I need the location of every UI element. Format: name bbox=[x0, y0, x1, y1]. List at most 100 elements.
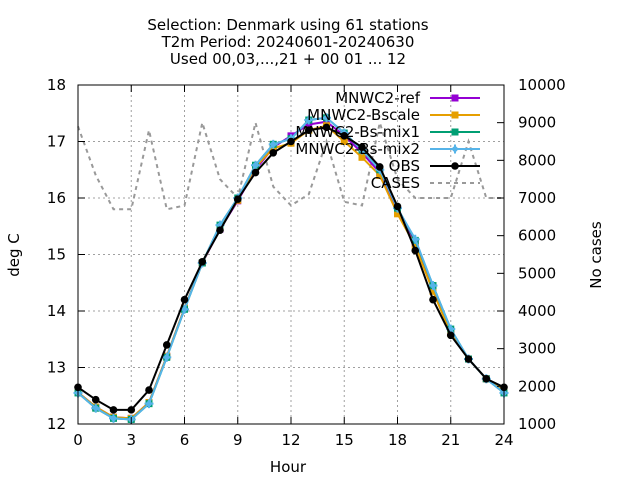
x-tick-label: 15 bbox=[335, 431, 354, 449]
legend-entry-mnwc2-bs-mix2: MNWC2-Bs-mix2 bbox=[295, 140, 480, 158]
data-point-mnwc2-bs-mix2-dot bbox=[323, 114, 330, 121]
y2-tick-label: 6000 bbox=[518, 227, 556, 245]
y-tick-label: 18 bbox=[47, 76, 66, 94]
data-point-mnwc2-bs-mix2-dot bbox=[252, 162, 259, 169]
y2-tick-label: 4000 bbox=[518, 302, 556, 320]
data-point-mnwc2-bs-mix2 bbox=[428, 281, 438, 291]
y-tick-label: 13 bbox=[47, 359, 66, 377]
data-point-mnwc2-ref bbox=[305, 121, 313, 129]
legend-label: OBS bbox=[389, 157, 420, 175]
legend-entry-obs: OBS bbox=[389, 157, 480, 175]
x-tick-label: 0 bbox=[73, 431, 83, 449]
data-point-mnwc2-bs-mix2 bbox=[91, 403, 101, 413]
data-point-mnwc2-bs-mix2-dot bbox=[181, 306, 188, 313]
data-point-obs bbox=[162, 341, 171, 349]
x-tick-label: 18 bbox=[388, 431, 407, 449]
data-point-obs bbox=[322, 123, 331, 132]
y-tick-label: 16 bbox=[47, 189, 66, 207]
legend-label: MNWC2-Bs-mix1 bbox=[295, 123, 420, 141]
data-point-obs bbox=[340, 132, 349, 140]
data-point-obs bbox=[109, 406, 118, 414]
data-point-mnwc2-bs-mix2-dot bbox=[110, 415, 117, 422]
y2-tick-label: 5000 bbox=[518, 264, 556, 282]
legend-label: MNWC2-Bscale bbox=[307, 106, 420, 124]
data-point-mnwc2-bs-mix2 bbox=[268, 139, 278, 149]
y-tick-label: 17 bbox=[47, 133, 66, 151]
data-point-obs bbox=[180, 295, 189, 304]
series-obs bbox=[74, 123, 508, 414]
chart-title: Selection: Denmark using 61 stations T2m… bbox=[147, 16, 428, 68]
data-point-obs bbox=[287, 137, 295, 146]
data-point-obs bbox=[482, 375, 491, 383]
series-layer bbox=[73, 113, 509, 424]
axes: 0 3 6 9 12 15 18 21 24 12 13 14 15 16 17 18 1000 2000 3000… bbox=[47, 76, 566, 449]
legend-swatch-marker bbox=[450, 144, 460, 154]
y2-tick-label: 7000 bbox=[518, 189, 556, 207]
legend-label: MNWC2-Bs-mix2 bbox=[295, 140, 420, 158]
data-point-obs bbox=[464, 355, 473, 363]
data-point-mnwc2-bs-mix2-dot bbox=[270, 141, 277, 148]
x-axis-label: Hour bbox=[270, 458, 307, 476]
series-line-cases bbox=[77, 118, 504, 211]
legend-label: CASES bbox=[371, 174, 420, 192]
title-line-3: Used 00,03,...,21 + 00 01 ... 12 bbox=[170, 50, 406, 68]
legend: MNWC2-refMNWC2-BscaleMNWC2-Bs-mix1MNWC2-… bbox=[295, 89, 480, 192]
data-point-mnwc2-bs-mix2 bbox=[304, 115, 314, 125]
data-point-mnwc2-bscale bbox=[429, 287, 437, 295]
data-point-obs bbox=[304, 126, 313, 134]
data-point-mnwc2-bscale bbox=[376, 171, 384, 179]
data-point-mnwc2-bs-mix2 bbox=[144, 399, 154, 409]
data-point-mnwc2-bscale bbox=[394, 210, 401, 218]
data-point-obs bbox=[446, 331, 455, 340]
data-point-mnwc2-bscale bbox=[358, 153, 366, 161]
data-point-mnwc2-bs-mix2 bbox=[410, 234, 420, 244]
data-point-mnwc2-bs-mix2-dot bbox=[412, 236, 419, 243]
x-tick-label: 3 bbox=[126, 431, 136, 449]
data-point-mnwc2-bs-mix2-dot bbox=[146, 400, 152, 407]
y2-tick-label: 2000 bbox=[518, 377, 556, 395]
legend-entry-cases: CASES bbox=[371, 174, 480, 192]
data-point-obs bbox=[375, 163, 384, 171]
data-point-mnwc2-bs-mix2-dot bbox=[92, 405, 99, 411]
series-line-mnwc2-bscale bbox=[77, 124, 505, 420]
y2-tick-label: 8000 bbox=[518, 151, 556, 169]
y-tick-label: 15 bbox=[47, 246, 66, 264]
y2-tick-label: 3000 bbox=[518, 340, 556, 358]
y-tick-label: 12 bbox=[47, 415, 66, 433]
series-line-obs bbox=[77, 126, 505, 411]
data-point-mnwc2-bs-mix2 bbox=[109, 413, 118, 423]
data-point-obs bbox=[411, 246, 420, 255]
legend-swatch-marker-dot bbox=[452, 146, 458, 152]
data-point-mnwc2-bs-mix2-dot bbox=[430, 282, 436, 289]
data-point-obs bbox=[251, 168, 260, 177]
series-mnwc2-bs-mix2 bbox=[73, 113, 509, 424]
data-point-obs bbox=[429, 295, 437, 304]
title-line-2: T2m Period: 20240601-20240630 bbox=[161, 33, 415, 51]
x-tick-label: 21 bbox=[441, 431, 460, 449]
data-point-obs bbox=[269, 149, 278, 157]
y2-tick-label: 9000 bbox=[518, 114, 556, 132]
data-point-obs bbox=[393, 202, 402, 211]
data-point-mnwc2-bscale bbox=[340, 138, 348, 145]
data-point-mnwc2-bs-mix2 bbox=[322, 113, 331, 123]
data-point-mnwc2-bs-mix2 bbox=[162, 352, 172, 362]
legend-label: MNWC2-ref bbox=[335, 89, 420, 107]
data-point-obs bbox=[216, 226, 224, 235]
legend-swatch-marker bbox=[451, 162, 459, 170]
legend-swatch-marker bbox=[451, 128, 459, 136]
data-point-mnwc2-bs-mix2-dot bbox=[163, 354, 170, 361]
y-tick-label: 14 bbox=[47, 302, 66, 320]
x-tick-label: 24 bbox=[494, 431, 513, 449]
y-axis-label: deg C bbox=[5, 233, 23, 277]
legend-entry-mnwc2-bs-mix1: MNWC2-Bs-mix1 bbox=[295, 123, 480, 141]
data-point-obs bbox=[127, 406, 136, 414]
data-point-obs bbox=[145, 386, 153, 394]
legend-swatch-marker bbox=[451, 94, 459, 102]
y2-axis-label: No cases bbox=[587, 221, 605, 289]
x-tick-label: 9 bbox=[233, 431, 243, 449]
data-point-obs bbox=[91, 395, 100, 404]
legend-entry-mnwc2-ref: MNWC2-ref bbox=[335, 89, 480, 107]
y2-tick-label: 10000 bbox=[518, 76, 566, 94]
title-line-1: Selection: Denmark using 61 stations bbox=[147, 16, 428, 34]
